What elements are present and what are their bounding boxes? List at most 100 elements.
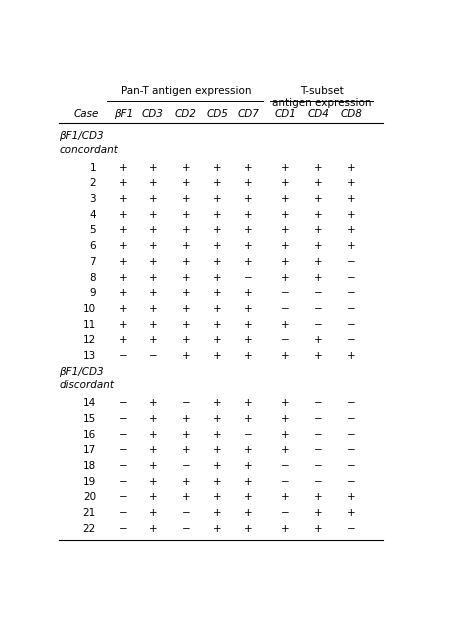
Text: +: +	[119, 304, 128, 314]
Text: 19: 19	[83, 476, 96, 487]
Text: +: +	[281, 241, 290, 251]
Text: −: −	[314, 446, 323, 455]
Text: +: +	[314, 194, 322, 204]
Text: −: −	[347, 398, 356, 408]
Text: −: −	[182, 461, 191, 471]
Text: +: +	[119, 226, 128, 235]
Text: CD5: CD5	[206, 109, 228, 119]
Text: 22: 22	[83, 524, 96, 534]
Text: +: +	[182, 288, 190, 298]
Text: +: +	[244, 304, 253, 314]
Text: +: +	[281, 273, 290, 282]
Text: +: +	[213, 226, 221, 235]
Text: +: +	[149, 179, 157, 188]
Text: −: −	[347, 273, 356, 282]
Text: −: −	[119, 493, 128, 502]
Text: CD3: CD3	[142, 109, 164, 119]
Text: CD7: CD7	[237, 109, 259, 119]
Text: +: +	[281, 430, 290, 439]
Text: +: +	[314, 241, 322, 251]
Text: +: +	[314, 179, 322, 188]
Text: +: +	[244, 398, 253, 408]
Text: +: +	[213, 524, 221, 534]
Text: +: +	[213, 179, 221, 188]
Text: +: +	[314, 163, 322, 172]
Text: +: +	[149, 414, 157, 424]
Text: +: +	[182, 336, 190, 345]
Text: +: +	[182, 446, 190, 455]
Text: 16: 16	[83, 430, 96, 439]
Text: +: +	[182, 320, 190, 330]
Text: +: +	[119, 194, 128, 204]
Text: +: +	[213, 163, 221, 172]
Text: +: +	[119, 273, 128, 282]
Text: +: +	[119, 257, 128, 267]
Text: −: −	[347, 320, 356, 330]
Text: +: +	[119, 163, 128, 172]
Text: CD1: CD1	[274, 109, 296, 119]
Text: +: +	[244, 508, 253, 518]
Text: +: +	[281, 163, 290, 172]
Text: −: −	[281, 476, 290, 487]
Text: +: +	[119, 288, 128, 298]
Text: CD8: CD8	[340, 109, 362, 119]
Text: −: −	[314, 414, 323, 424]
Text: +: +	[281, 446, 290, 455]
Text: −: −	[314, 320, 323, 330]
Text: −: −	[314, 430, 323, 439]
Text: 20: 20	[83, 493, 96, 502]
Text: −: −	[281, 304, 290, 314]
Text: +: +	[347, 179, 356, 188]
Text: +: +	[314, 336, 322, 345]
Text: +: +	[182, 257, 190, 267]
Text: +: +	[149, 336, 157, 345]
Text: +: +	[213, 320, 221, 330]
Text: −: −	[244, 273, 253, 282]
Text: 8: 8	[90, 273, 96, 282]
Text: 14: 14	[83, 398, 96, 408]
Text: −: −	[314, 398, 323, 408]
Text: +: +	[347, 508, 356, 518]
Text: +: +	[149, 163, 157, 172]
Text: 13: 13	[83, 351, 96, 361]
Text: +: +	[213, 398, 221, 408]
Text: +: +	[314, 273, 322, 282]
Text: +: +	[347, 226, 356, 235]
Text: −: −	[281, 508, 290, 518]
Text: 12: 12	[83, 336, 96, 345]
Text: +: +	[281, 179, 290, 188]
Text: −: −	[119, 430, 128, 439]
Text: +: +	[244, 163, 253, 172]
Text: +: +	[213, 430, 221, 439]
Text: +: +	[149, 194, 157, 204]
Text: +: +	[244, 336, 253, 345]
Text: +: +	[182, 273, 190, 282]
Text: discordant: discordant	[59, 380, 114, 390]
Text: +: +	[149, 241, 157, 251]
Text: +: +	[149, 210, 157, 220]
Text: +: +	[244, 320, 253, 330]
Text: −: −	[119, 476, 128, 487]
Text: −: −	[314, 304, 323, 314]
Text: +: +	[244, 210, 253, 220]
Text: +: +	[213, 414, 221, 424]
Text: +: +	[244, 241, 253, 251]
Text: +: +	[347, 241, 356, 251]
Text: +: +	[149, 461, 157, 471]
Text: +: +	[347, 210, 356, 220]
Text: +: +	[244, 476, 253, 487]
Text: +: +	[149, 508, 157, 518]
Text: concordant: concordant	[59, 145, 118, 154]
Text: +: +	[119, 241, 128, 251]
Text: +: +	[314, 351, 322, 361]
Text: +: +	[149, 304, 157, 314]
Text: +: +	[314, 257, 322, 267]
Text: +: +	[213, 288, 221, 298]
Text: −: −	[281, 288, 290, 298]
Text: +: +	[213, 336, 221, 345]
Text: +: +	[182, 241, 190, 251]
Text: βF1/CD3: βF1/CD3	[59, 131, 104, 142]
Text: −: −	[119, 414, 128, 424]
Text: +: +	[149, 320, 157, 330]
Text: +: +	[347, 351, 356, 361]
